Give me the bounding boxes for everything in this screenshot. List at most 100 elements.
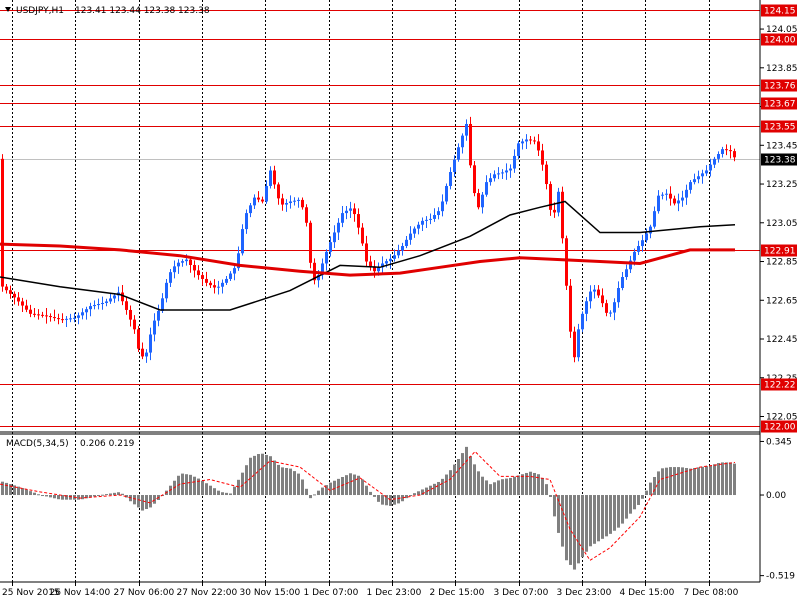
candle-body: [165, 282, 168, 299]
moving-average-black: [0, 200, 736, 311]
candle-body: [257, 197, 260, 200]
candle-body: [5, 286, 8, 291]
macd-bar: [273, 460, 276, 496]
macd-bar: [609, 495, 612, 534]
candle-body: [681, 197, 684, 201]
macd-bar: [373, 495, 376, 497]
candle-body: [41, 314, 44, 316]
macd-bar: [361, 479, 364, 496]
macd-bar: [509, 477, 512, 496]
macd-bar: [409, 495, 412, 497]
macd-bar: [93, 495, 96, 497]
macd-bar: [669, 467, 672, 496]
dropdown-arrow-icon[interactable]: [5, 7, 11, 12]
candle-body: [129, 309, 132, 320]
candle-body: [105, 301, 108, 303]
candle-body: [357, 214, 360, 228]
candlesticks: [1, 116, 736, 363]
candle-body: [197, 270, 200, 276]
macd-bar: [525, 472, 528, 496]
candle-body: [649, 226, 652, 234]
candle-body: [161, 298, 164, 311]
macd-bar: [433, 483, 436, 496]
price-tick-label: 123.85: [766, 64, 798, 74]
macd-bar: [345, 475, 348, 496]
time-tick-label: 3 Dec 07:00: [494, 588, 549, 598]
macd-bar: [573, 495, 576, 570]
candle-body: [629, 260, 632, 270]
macd-bar: [493, 482, 496, 496]
macd-bar: [473, 464, 476, 496]
macd-bar: [689, 468, 692, 496]
candle-body: [557, 191, 560, 213]
candle-body: [205, 278, 208, 283]
time-tick-label: 4 Dec 15:00: [620, 588, 675, 598]
candle-body: [525, 139, 528, 142]
candle-body: [533, 140, 536, 142]
macd-bar: [381, 495, 384, 505]
macd-bar: [549, 495, 552, 497]
macd-bar: [61, 495, 64, 500]
macd-bar: [69, 495, 72, 500]
candle-body: [621, 277, 624, 288]
candle-body: [61, 319, 64, 321]
macd-bar: [457, 458, 460, 496]
macd-bar: [325, 485, 328, 496]
candle-body: [717, 154, 720, 159]
candle-body: [169, 272, 172, 283]
moving-average-red: [0, 242, 735, 277]
candle-body: [1, 158, 4, 287]
candle-body: [65, 318, 68, 320]
macd-bar: [89, 495, 92, 498]
current-price-tag-box: [761, 153, 797, 166]
macd-bar: [21, 488, 24, 496]
candle-body: [489, 178, 492, 183]
candle-body: [173, 266, 176, 273]
macd-bar: [145, 495, 148, 509]
candle-body: [537, 141, 540, 151]
candle-body: [625, 269, 628, 278]
level-tag-box: [761, 79, 797, 92]
macd-bar: [397, 495, 400, 504]
macd-bar: [505, 478, 508, 496]
time-tick-label: 2 Dec 15:00: [430, 588, 485, 598]
time-tick-label: 26 Nov 14:00: [50, 588, 111, 598]
candle-body: [325, 251, 328, 264]
macd-bar: [581, 495, 584, 558]
time-tick-label: 1 Dec 23:00: [367, 588, 422, 598]
candle-body: [509, 168, 512, 171]
candle-body: [677, 200, 680, 204]
macd-bar: [309, 495, 312, 499]
macd-bar: [585, 495, 588, 552]
macd-tick-label: 0.345: [766, 437, 792, 447]
macd-bar: [713, 464, 716, 496]
macd-bar: [249, 457, 252, 496]
macd-bar: [561, 495, 564, 547]
candle-body: [85, 309, 88, 313]
macd-bar: [225, 492, 228, 496]
candle-body: [441, 201, 444, 212]
candle-body: [381, 263, 384, 268]
candle-body: [25, 305, 28, 310]
macd-bar: [453, 464, 456, 496]
level-tag-label: 122.91: [764, 247, 796, 257]
macd-bar: [545, 484, 548, 496]
level-tag-box: [761, 244, 797, 257]
candle-body: [93, 305, 96, 307]
candle-body: [193, 265, 196, 271]
candle-body: [341, 213, 344, 223]
candle-body: [301, 199, 304, 208]
candle-body: [33, 313, 36, 315]
candle-body: [465, 123, 468, 136]
macd-bar: [477, 471, 480, 496]
candle-body: [185, 259, 188, 262]
macd-axis-labels: 0.345 0.00 -0.519: [760, 437, 795, 582]
candle-body: [585, 301, 588, 314]
macd-bar: [377, 495, 380, 502]
macd-bar: [349, 473, 352, 496]
candle-body: [413, 228, 416, 234]
candle-body: [201, 275, 204, 279]
candle-body: [77, 315, 80, 318]
candle-body: [69, 318, 72, 320]
